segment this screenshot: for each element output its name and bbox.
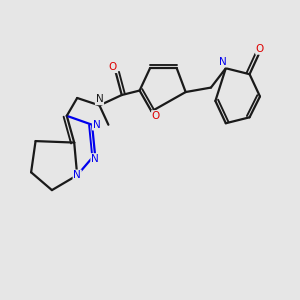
Text: N: N xyxy=(93,120,101,130)
Text: N: N xyxy=(219,57,227,67)
Text: N: N xyxy=(91,154,99,164)
Text: N: N xyxy=(73,170,81,180)
Text: O: O xyxy=(256,44,264,54)
Text: O: O xyxy=(109,62,117,72)
Text: N: N xyxy=(96,94,103,104)
Text: O: O xyxy=(152,111,160,121)
